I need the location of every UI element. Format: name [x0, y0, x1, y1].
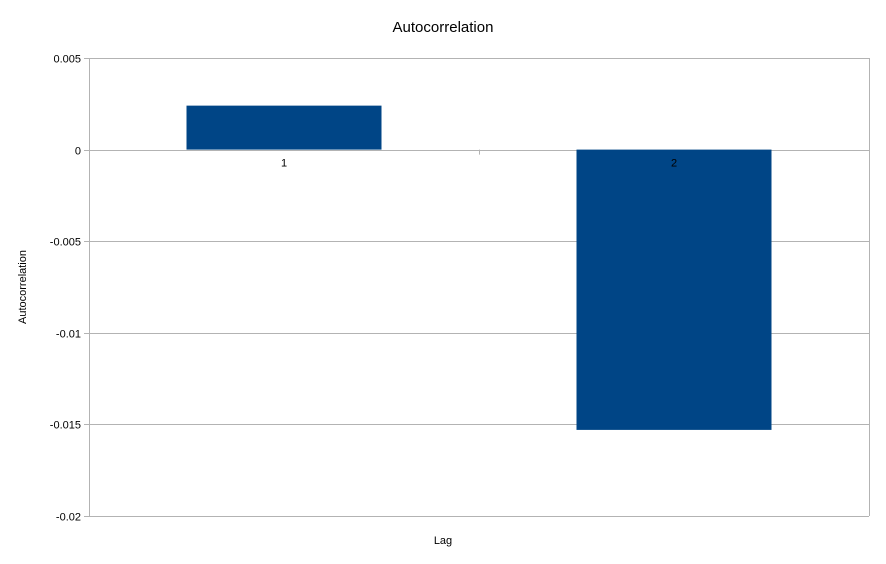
x-tick-label: 1	[281, 158, 287, 170]
x-tick-label: 2	[671, 158, 677, 170]
y-tick-label: -0.01	[56, 329, 81, 341]
y-tick-label: -0.02	[56, 512, 81, 524]
y-tick-label: 0.005	[53, 54, 81, 66]
chart-title: Autocorrelation	[392, 19, 494, 36]
y-tick-label: -0.015	[50, 420, 81, 432]
bar	[576, 149, 772, 430]
x-axis-label: Lag	[433, 535, 453, 547]
bar	[186, 105, 382, 150]
y-tick-label: 0	[75, 146, 81, 158]
y-tick-label: -0.005	[50, 237, 81, 249]
